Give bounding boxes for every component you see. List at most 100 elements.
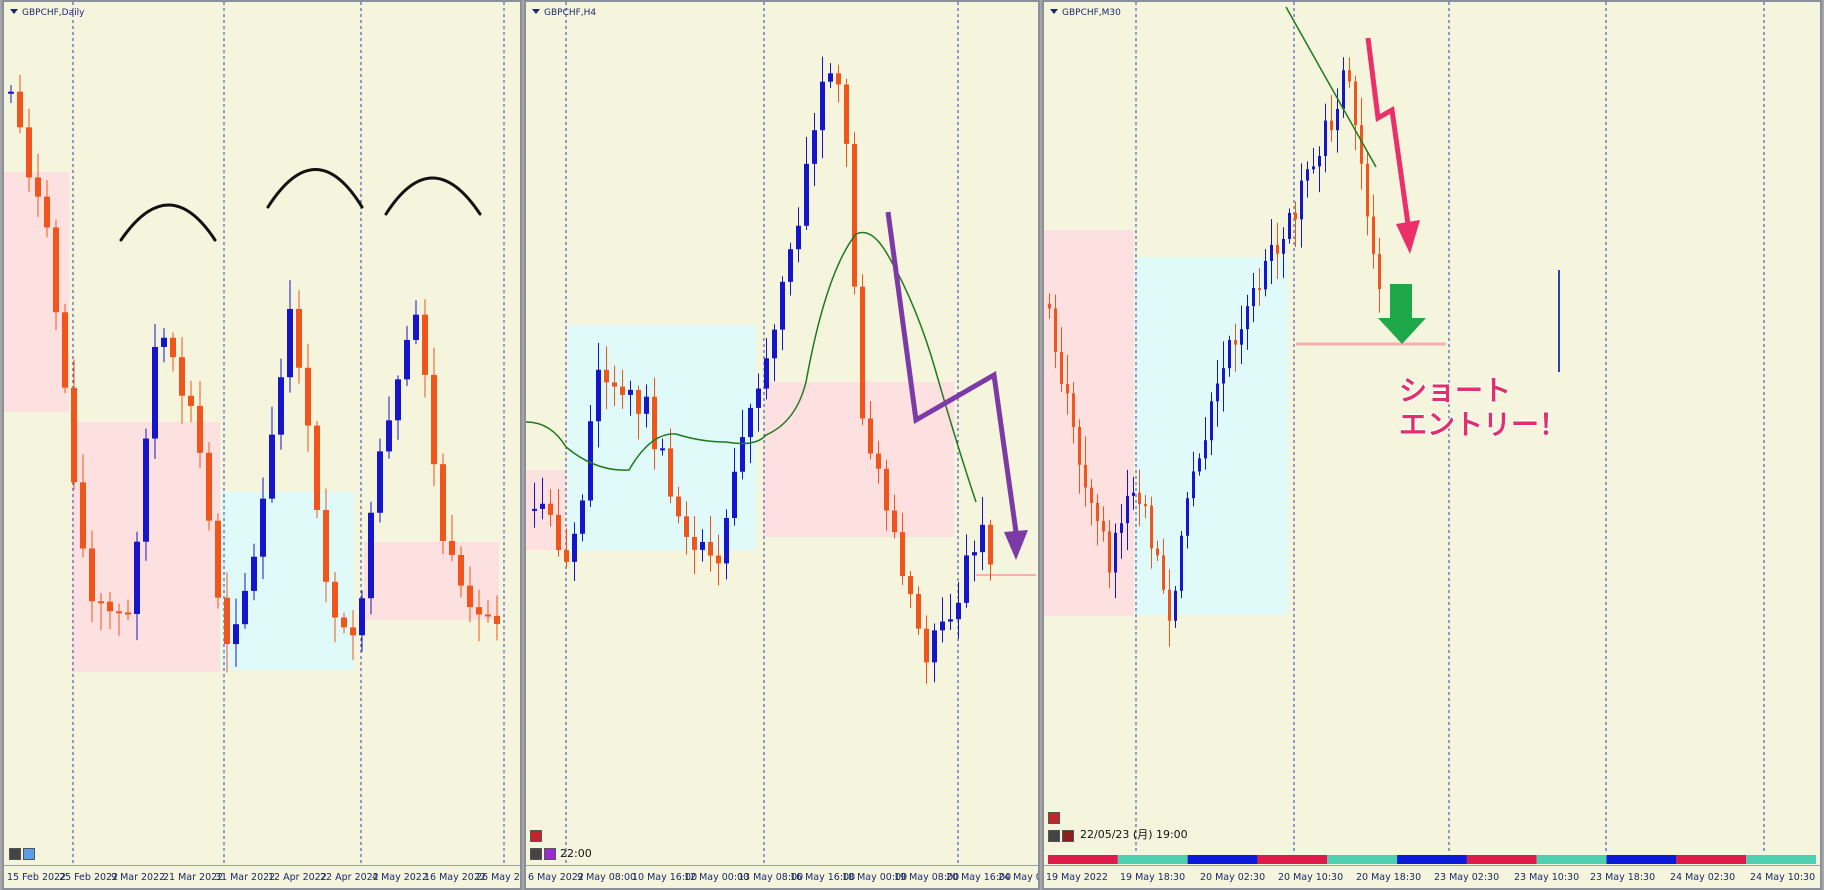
candle-body: [1180, 535, 1183, 591]
candle-body: [1174, 590, 1177, 621]
candle-body: [828, 73, 833, 82]
candle-body: [233, 624, 239, 645]
dropdown-triangle-icon[interactable]: [532, 9, 540, 14]
candle-body: [170, 337, 176, 358]
pink-arrowhead: [1396, 220, 1420, 254]
candle-body: [1264, 260, 1267, 290]
candle-body: [1192, 471, 1195, 499]
h4-title: GBPCHF,H4: [532, 8, 596, 18]
annotation-line-2: エントリー！: [1398, 407, 1568, 442]
axis-tick: 31 Mar 2022: [215, 872, 276, 883]
h4-buttons-top: [530, 830, 542, 842]
candle-body: [900, 532, 905, 577]
candle-body: [1126, 495, 1129, 524]
candle-body: [359, 598, 365, 636]
chart-panel-h4[interactable]: GBPCHF,H4 22:00 6 May 2022 9 May 08:00 1…: [524, 0, 1040, 890]
h4-plot-area: [526, 2, 1036, 870]
candle-body: [1252, 288, 1255, 307]
candle-body: [892, 510, 897, 533]
m30-candles: [1048, 57, 1381, 647]
indicator-icon[interactable]: [544, 848, 556, 860]
chart-panel-m30[interactable]: GBPCHF,M30 ショート エントリー！ 22/05/23 (月) 19:0…: [1042, 0, 1822, 890]
candle-body: [35, 177, 41, 197]
candle-body: [1168, 589, 1171, 621]
candle-body: [1282, 238, 1285, 254]
candle-body: [134, 541, 140, 614]
candle-body: [940, 621, 945, 631]
candle-body: [908, 576, 913, 595]
candle-body: [1372, 216, 1375, 255]
candle-body: [1246, 306, 1249, 330]
session-segment: [1536, 855, 1607, 864]
candle-body: [1078, 426, 1081, 465]
close-order-icon[interactable]: [1048, 812, 1060, 824]
candle-body: [636, 389, 641, 414]
candle-body: [668, 448, 673, 497]
one-click-trade-icon[interactable]: [23, 848, 35, 860]
axis-tick: 23 May 18:30: [1590, 872, 1656, 883]
daily-candles: [8, 75, 500, 673]
h4-grid: [565, 2, 959, 870]
daily-zone-cyan: [222, 492, 354, 670]
crosshair-icon[interactable]: [530, 848, 542, 860]
candle-body: [1198, 458, 1201, 472]
axis-tick: 9 Mar 2022: [111, 872, 166, 883]
candle-body: [748, 407, 753, 438]
axis-tick: 21 Mar 2022: [163, 872, 224, 883]
candle-body: [788, 249, 793, 282]
axis-tick: 23 May 02:30: [1434, 872, 1500, 883]
candle-body: [1342, 70, 1345, 109]
session-segment: [1676, 855, 1747, 864]
candle-body: [652, 396, 657, 450]
candle-body: [404, 339, 410, 380]
chart-panel-daily[interactable]: GBPCHF,Daily 15 Feb 2022 25 Feb 2022 9 M…: [2, 0, 522, 890]
session-segment: [1048, 855, 1118, 864]
candle-body: [260, 498, 266, 557]
candle-body: [314, 425, 320, 510]
candle-body: [1060, 351, 1063, 384]
session-segment: [1327, 855, 1398, 864]
axis-tick: 23 May 10:30: [1514, 872, 1580, 883]
candle-body: [1150, 505, 1153, 549]
candle-body: [724, 518, 729, 564]
h4-zone-pink-b: [764, 382, 954, 537]
candle-body: [988, 524, 993, 565]
candle-body: [580, 500, 585, 534]
candle-body: [1054, 308, 1057, 352]
session-segment: [1466, 855, 1537, 864]
candle-body: [467, 585, 473, 608]
candle-body: [772, 329, 777, 359]
axis-tick: 16 May 16:00: [790, 872, 856, 883]
candle-body: [1162, 555, 1165, 590]
candle-body: [628, 389, 633, 395]
candle-body: [924, 628, 929, 663]
axis-tick: 6 May 2022: [528, 872, 584, 883]
candle-body: [188, 395, 194, 406]
candle-body: [476, 607, 482, 615]
indicator-icon[interactable]: [1062, 830, 1074, 842]
m30-buttons: [1048, 830, 1074, 842]
candle-body: [449, 540, 455, 555]
candle-body: [1240, 329, 1243, 345]
close-order-icon[interactable]: [530, 830, 542, 842]
candle-body: [215, 520, 221, 598]
candle-body: [588, 421, 593, 501]
crosshair-icon[interactable]: [9, 848, 21, 860]
h4-buttons: [530, 848, 556, 860]
candle-body: [884, 468, 889, 511]
candle-body: [125, 612, 131, 615]
candle-body: [1210, 401, 1213, 441]
axis-tick: 22 Apr 2022: [320, 872, 379, 883]
candle-body: [152, 346, 158, 439]
candle-body: [1228, 340, 1231, 369]
candle-body: [1318, 156, 1321, 167]
dropdown-triangle-icon[interactable]: [10, 9, 18, 14]
purple-arrowhead: [1004, 530, 1028, 560]
candle-body: [676, 496, 681, 517]
candle-body: [1132, 492, 1135, 496]
crosshair-icon[interactable]: [1048, 830, 1060, 842]
candle-body: [8, 91, 14, 94]
h4-time-axis: 6 May 2022 9 May 08:00 10 May 16:00 12 M…: [526, 865, 1038, 888]
dropdown-triangle-icon[interactable]: [1050, 9, 1058, 14]
h4-candles: [532, 56, 993, 684]
